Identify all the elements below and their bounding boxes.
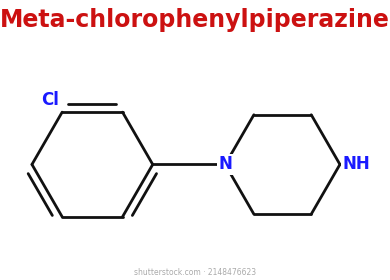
Text: NH: NH <box>343 155 371 173</box>
Text: Cl: Cl <box>41 91 59 109</box>
Text: N: N <box>218 155 232 173</box>
Text: Meta-chlorophenylpiperazine: Meta-chlorophenylpiperazine <box>0 8 390 32</box>
Text: shutterstock.com · 2148476623: shutterstock.com · 2148476623 <box>134 268 256 277</box>
